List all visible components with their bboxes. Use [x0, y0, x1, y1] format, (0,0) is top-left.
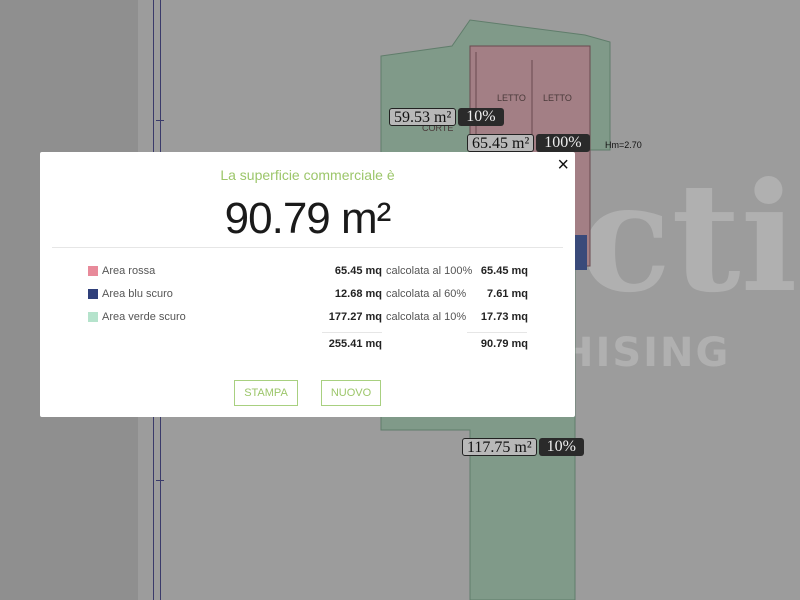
area-amount: 65.45 mq [334, 265, 382, 277]
sum-divider [322, 332, 382, 333]
area-amount: 177.27 mq [328, 311, 382, 323]
watermark-logo: cti [580, 150, 798, 326]
watermark-logo-text: HISING [560, 330, 731, 376]
area-percent: 10% [458, 108, 504, 126]
close-icon[interactable]: × [557, 154, 569, 176]
area-value: 59.53 m² [389, 108, 457, 126]
area-calc: calcolata al 60% [386, 288, 467, 300]
area-value: 65.45 m² [467, 134, 535, 152]
color-swatch [88, 266, 98, 276]
area-label: Area rossa [102, 265, 156, 277]
area-row: Area rossa 65.45 mq calcolata al 100% 65… [88, 263, 528, 279]
color-swatch [88, 289, 98, 299]
room-label: LETTO [497, 93, 526, 103]
divider [52, 247, 563, 248]
total-area: 90.79 m² [224, 194, 392, 243]
area-percent: 100% [536, 134, 590, 152]
sum-row: 255.41 mq 90.79 mq [88, 336, 528, 352]
room-label: CORTE [422, 123, 454, 133]
dimension-tick [156, 120, 164, 121]
area-label: Area verde scuro [102, 311, 186, 323]
modal-title: La superficie commerciale è [220, 167, 395, 183]
area-percent: 10% [538, 438, 584, 456]
area-label: Area blu scuro [102, 288, 173, 300]
room-label: LETTO [543, 93, 572, 103]
area-tag[interactable]: 59.53 m² 10% [389, 108, 504, 126]
color-swatch [88, 312, 98, 322]
area-value: 117.75 m² [462, 438, 537, 456]
height-label: Hm=2.70 [605, 140, 642, 150]
print-button[interactable]: STAMPA [234, 380, 298, 406]
area-tag[interactable]: 65.45 m² 100% [467, 134, 590, 152]
area-row: Area blu scuro 12.68 mq calcolata al 60%… [88, 286, 528, 302]
area-result: 7.61 mq [487, 288, 528, 300]
blue-area [575, 235, 587, 270]
area-calc: calcolata al 10% [386, 311, 467, 323]
area-tag[interactable]: 117.75 m² 10% [462, 438, 584, 456]
new-button[interactable]: NUOVO [321, 380, 381, 406]
sum-result: 90.79 mq [480, 338, 528, 350]
area-calc: calcolata al 100% [386, 265, 473, 277]
sum-divider [467, 332, 527, 333]
area-amount: 12.68 mq [334, 288, 382, 300]
area-row: Area verde scuro 177.27 mq calcolata al … [88, 309, 528, 325]
area-result: 17.73 mq [480, 311, 528, 323]
area-result: 65.45 mq [480, 265, 528, 277]
sum-area: 255.41 mq [328, 338, 382, 350]
dimension-tick [156, 480, 164, 481]
result-modal: × La superficie commerciale è 90.79 m² A… [40, 152, 575, 417]
